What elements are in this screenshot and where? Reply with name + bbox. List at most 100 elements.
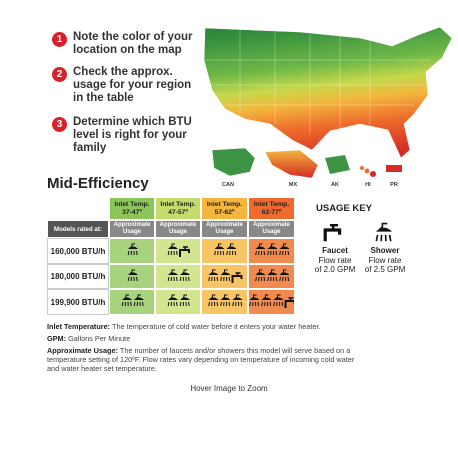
shower-drop [255,250,257,256]
model-cell: 160,000 BTU/h [47,238,109,264]
shower-drop [127,250,130,256]
shower-drop [281,301,284,307]
model-cell: 199,900 BTU/h [47,289,109,315]
shower-group [127,243,138,256]
shower-drop [232,301,234,307]
shower-drop [222,250,225,256]
header-line: 62-77º [261,208,282,216]
usage-icons [167,294,190,307]
usage-cell [109,289,155,315]
faucet-group [284,297,294,308]
usage-header-line: Usage [262,229,281,235]
shower-icon [232,297,243,300]
faucet-icon [284,300,294,308]
usage-header-line: Approximate [253,222,290,228]
shower-drop [275,250,278,256]
model-text: 160,000 BTU/h [50,246,106,256]
header-line: 57-62º [214,208,235,216]
map-label: AK [331,182,339,188]
step-line: location on the map [73,44,182,56]
shower-drop [121,301,124,307]
usage-icons [167,243,190,257]
step-line: family [73,142,107,154]
shower-drop [287,250,290,256]
note-text: The temperature of cold water before it … [112,322,321,331]
note: Inlet Temperature: The temperature of co… [47,322,357,331]
shower-drop [279,276,281,281]
shower-drop [220,301,222,307]
model-text: 180,000 BTU/h [50,272,106,281]
shower-drop [279,250,281,256]
key-line: Flow rate [318,255,352,265]
usage-header-line: Usage [215,229,234,235]
header-line: Inlet Temp. [160,200,196,208]
shower-drop [214,250,216,256]
step-line: level is right for your [73,129,187,141]
header-line: Inlet Temp. [206,200,243,208]
shower-drop [167,301,170,307]
usage-icons [208,294,243,307]
shower-drop [234,250,237,256]
step-number: 3 [52,117,67,132]
shower-group [255,269,290,281]
shower-drop [176,250,178,256]
usage-header-line: Usage [122,229,141,235]
table: Inlet Temp. 37-47º Inlet Temp. 47-57º Inlet … [47,197,295,315]
shower-drop [261,301,263,307]
map: CAN MX AK HI PR [203,26,453,188]
shower-drop [142,301,144,307]
usage-header-line: Approximate [159,222,197,228]
map-label: MX [289,182,298,188]
usage-header: Approximate Usage [109,220,155,238]
shower-icon [128,272,138,275]
usage-icons [249,294,294,308]
key-text: Shower Flow rate of 2.5 GPM [362,246,408,275]
usage-icons [208,269,243,283]
shower-drop [255,276,257,281]
step-text: Note the color of your location on the ma… [73,31,203,57]
key-icon [375,222,392,242]
usage-header: Approximate Usage [155,220,201,238]
usage-icons [121,294,144,307]
usage-header-line: Usage [168,229,187,235]
title: Mid-Efficiency [47,175,149,192]
shower-icon [220,297,231,300]
shower-drop [176,276,178,281]
shower-drop [208,301,210,307]
usage-icons [127,243,138,256]
header-line: 47-57º [168,208,188,216]
shower-icon [168,272,178,275]
step-number: 2 [52,67,67,82]
shower-icon [168,297,178,300]
usage-cell [248,289,295,315]
shower-icon [220,272,231,275]
shower-group [208,294,243,307]
shower-drop [188,276,190,281]
shower-drop [375,234,379,242]
shower-group [167,243,178,256]
shower-drop [136,250,138,256]
shower-icon [273,297,284,300]
shower-drop [228,301,231,307]
shower-group [121,294,144,307]
key-text: Faucet Flow rate of 2.0 GPM [312,246,358,275]
step-line: Note the color of your [73,31,193,43]
map-label: PR [390,182,398,188]
usage-cell [155,289,201,315]
shower-drop [220,276,222,281]
step-line: Check the approx. [73,66,173,78]
shower-icon [122,297,132,300]
shower-icon [279,246,290,249]
shower-icon [180,297,190,300]
step-text: Check the approx. usage for your region in… [73,66,203,105]
shower-drop [216,276,219,281]
usage-cell [109,238,155,264]
usage-icons [255,269,290,281]
usage-cell [201,289,248,315]
shower-drop [216,301,219,307]
shower-drop [176,301,178,307]
shower-group [167,294,190,307]
model-text: 199,900 BTU/h [50,297,106,307]
step-text: Determine which BTU level is right for yo… [73,116,203,155]
